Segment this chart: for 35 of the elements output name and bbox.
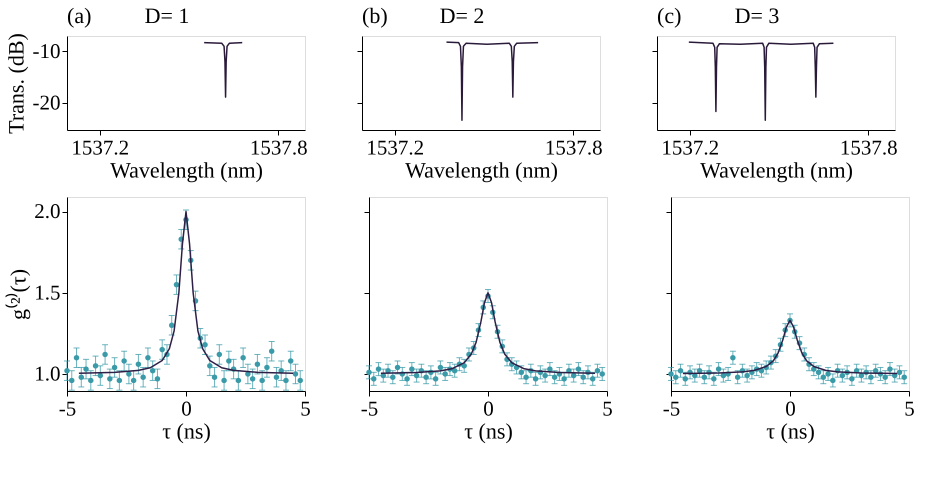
text: (a) — [67, 3, 92, 28]
x-tick-label: 1537.2 — [71, 136, 130, 160]
x-tick-label: -5 — [662, 396, 680, 420]
y-tick-label: -20 — [32, 90, 60, 114]
y-tick-label: 2.0 — [34, 199, 60, 224]
x-tick-label: 5 — [904, 396, 915, 420]
text: (b) — [362, 3, 388, 28]
x-tick-label: 5 — [602, 396, 613, 420]
chart-title: D= 2 — [440, 3, 484, 28]
x-axis-title: τ (ns) — [464, 418, 513, 444]
x-tick-label: 1537.2 — [366, 136, 424, 160]
x-axis-title: τ (ns) — [162, 418, 211, 444]
x-tick-label: 0 — [181, 396, 192, 420]
x-axis-title: Wavelength (nm) — [700, 158, 853, 182]
y-axis-title: g⁽²⁾(τ) — [5, 268, 30, 320]
x-tick-label: -5 — [360, 396, 378, 420]
y-axis-title: Trans. (dB) — [4, 33, 29, 134]
y-tick-label: 1.5 — [34, 280, 60, 304]
line-series — [203, 42, 243, 98]
x-tick-label: 5 — [300, 396, 311, 420]
x-tick-label: 0 — [785, 396, 796, 420]
x-tick-label: 1537.8 — [250, 136, 308, 160]
x-axis-title: τ (ns) — [766, 418, 815, 444]
x-tick-label: 1537.8 — [840, 136, 898, 160]
x-tick-label: 1537.8 — [544, 136, 603, 160]
y-tick-label: 1.0 — [34, 361, 60, 386]
x-axis-title: Wavelength (nm) — [405, 158, 558, 182]
chart-title: D= 1 — [144, 3, 190, 28]
x-axis-title: Wavelength (nm) — [110, 158, 263, 182]
chart-title: D= 3 — [734, 3, 780, 28]
x-tick-label: 1537.2 — [661, 136, 720, 160]
y-tick-label: -10 — [32, 38, 60, 63]
x-tick-label: -5 — [58, 396, 76, 420]
x-tick-label: 0 — [483, 396, 494, 420]
text: (c) — [657, 3, 682, 28]
